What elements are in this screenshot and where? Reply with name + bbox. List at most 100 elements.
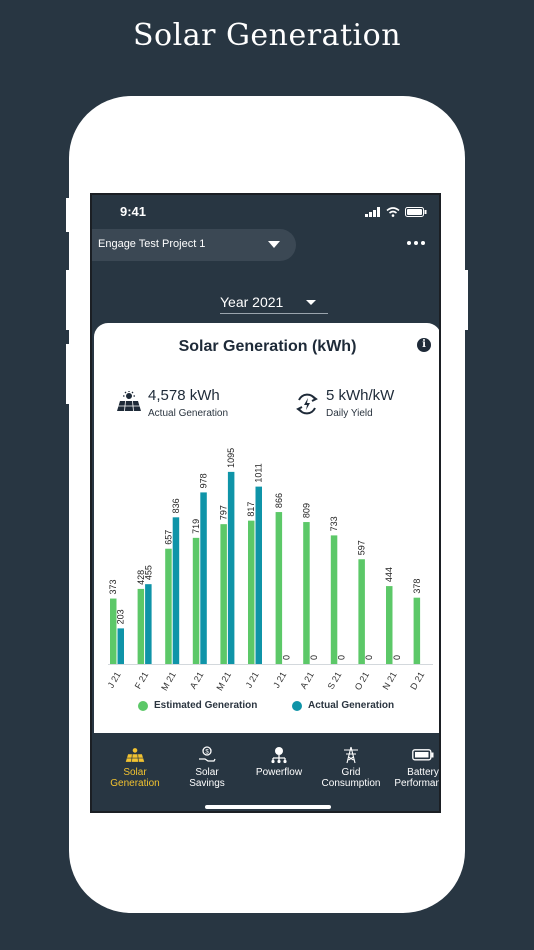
solar-panel-icon — [117, 391, 141, 412]
data-label: 809 — [301, 503, 311, 518]
actual-bar — [227, 471, 235, 664]
estimated-bar — [413, 597, 421, 664]
data-label: 0 — [309, 655, 319, 660]
tab-label: Savings — [189, 778, 225, 789]
estimated-bar — [248, 520, 255, 664]
wifi-icon — [386, 207, 400, 217]
bottom-tab-bar: Solar Generation $ Solar Savings — [92, 733, 441, 811]
stat-value: 4,578 kWh — [148, 387, 220, 404]
actual-bar — [172, 517, 180, 664]
data-label: 597 — [357, 540, 367, 555]
powerflow-icon — [271, 747, 287, 764]
x-tick-label: O 21 — [353, 670, 371, 692]
data-label: 455 — [143, 565, 153, 580]
tab-label: Battery — [407, 767, 439, 778]
data-label: 203 — [116, 609, 126, 624]
yield-cycle-icon — [296, 393, 318, 415]
battery-icon — [412, 749, 434, 761]
stat-label: Daily Yield — [326, 408, 373, 419]
tab-label: Performance — [394, 778, 441, 789]
solar-panel-icon — [125, 748, 145, 762]
estimated-bar — [165, 548, 172, 664]
data-label: 657 — [163, 530, 173, 545]
data-label: 0 — [337, 655, 347, 660]
tab-label: Consumption — [321, 778, 381, 789]
legend-item[interactable]: Actual Generation — [292, 700, 394, 711]
year-label: Year 2021 — [220, 294, 284, 310]
tab-label: Generation — [110, 778, 160, 789]
card-title: Solar Generation (kWh) — [178, 338, 357, 355]
data-label: 797 — [219, 505, 229, 520]
estimated-bar — [303, 522, 310, 664]
data-label: 428 — [136, 570, 146, 585]
data-label: 0 — [364, 655, 374, 660]
data-label: 978 — [199, 473, 209, 488]
more-dots-icon[interactable] — [407, 241, 425, 245]
data-label: 866 — [274, 493, 284, 508]
tab-solar-savings[interactable]: $ Solar Savings — [172, 745, 242, 789]
legend-dot — [138, 700, 148, 711]
grid-tower-icon — [344, 746, 358, 764]
chart-legend: Estimated Generation Actual Generation — [94, 700, 439, 716]
phone-side-button — [66, 344, 71, 404]
signal-icon — [365, 207, 380, 217]
legend-item[interactable]: Estimated Generation — [138, 700, 257, 711]
data-label: 719 — [191, 519, 201, 534]
x-tick-label: J 21 — [106, 670, 123, 690]
battery-status-icon — [405, 207, 427, 217]
info-icon[interactable]: i — [417, 338, 431, 352]
tab-label: Powerflow — [255, 767, 303, 778]
x-tick-label: N 21 — [381, 670, 399, 691]
promo-title: Solar Generation — [132, 18, 402, 53]
estimated-bar — [220, 524, 227, 664]
stat-value: 5 kWh/kW — [326, 387, 395, 404]
status-bar: 9:41 — [92, 195, 439, 229]
data-label: 0 — [392, 655, 402, 660]
tab-grid-consumption[interactable]: Grid Consumption — [316, 745, 386, 789]
year-selector[interactable]: Year 2021 — [220, 291, 328, 314]
data-label: 378 — [412, 579, 422, 594]
phone-screen: 9:41 Engage Test Project 1 Year 2021 — [90, 193, 441, 813]
x-tick-label: M 21 — [214, 670, 233, 692]
estimated-bar — [275, 512, 283, 664]
phone-side-button — [66, 270, 71, 330]
tab-solar-generation[interactable]: Solar Generation — [100, 745, 170, 789]
chevron-down-icon — [306, 300, 316, 305]
tab-label: Grid — [341, 767, 361, 778]
status-icons — [365, 207, 427, 217]
svg-text:$: $ — [205, 750, 209, 756]
x-tick-label: J 21 — [244, 670, 261, 690]
chevron-down-icon — [268, 241, 280, 248]
stat-label: Actual Generation — [148, 408, 229, 419]
tab-battery-performance[interactable]: Battery Performance — [388, 745, 441, 789]
estimated-bar — [358, 559, 365, 664]
x-tick-label: D 21 — [408, 670, 426, 691]
project-selector[interactable]: Engage Test Project 1 — [92, 229, 296, 261]
phone-side-button — [463, 270, 468, 330]
data-label: 444 — [384, 567, 394, 582]
actual-bar — [200, 492, 207, 664]
home-indicator — [205, 805, 331, 809]
actual-bar — [145, 584, 152, 664]
tab-powerflow[interactable]: Powerflow — [244, 745, 314, 778]
estimated-bar — [386, 586, 393, 664]
legend-label: Estimated Generation — [154, 700, 258, 711]
estimated-bar — [137, 588, 145, 664]
data-label: 817 — [246, 502, 256, 517]
tab-label: Solar — [123, 767, 147, 778]
generation-card: Solar Generation (kWh) i 4,578 kWh Actua… — [94, 323, 439, 733]
x-tick-label: A 21 — [188, 670, 206, 691]
estimated-bar — [110, 598, 117, 664]
actual-bar — [117, 628, 124, 664]
data-label: 733 — [329, 516, 339, 531]
project-name: Engage Test Project 1 — [98, 238, 206, 250]
data-label: 0 — [281, 655, 291, 660]
data-label: 1095 — [226, 448, 236, 468]
x-tick-label: M 21 — [159, 670, 178, 692]
actual-bar — [255, 486, 262, 664]
estimated-bar — [192, 537, 200, 664]
legend-dot — [292, 700, 302, 711]
x-tick-label: F 21 — [133, 670, 151, 691]
data-label: 1011 — [254, 463, 264, 482]
